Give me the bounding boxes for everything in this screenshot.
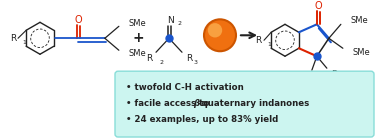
Text: R: R <box>146 54 152 63</box>
Text: • twofold C-H activation: • twofold C-H activation <box>126 83 244 92</box>
Text: O: O <box>74 15 82 25</box>
Text: 2: 2 <box>315 78 319 83</box>
Text: 3: 3 <box>194 60 198 65</box>
FancyBboxPatch shape <box>115 71 374 137</box>
Circle shape <box>204 19 236 51</box>
Text: N: N <box>167 16 174 25</box>
Text: R: R <box>255 36 261 45</box>
Text: 2: 2 <box>160 60 164 65</box>
Text: R: R <box>10 34 16 43</box>
Text: 1: 1 <box>22 40 26 45</box>
Text: • facile access to: • facile access to <box>126 99 212 108</box>
Text: SMe: SMe <box>353 48 370 57</box>
Text: β: β <box>194 99 200 108</box>
Text: -quaternary indanones: -quaternary indanones <box>198 99 309 108</box>
Text: R: R <box>303 72 309 81</box>
Text: +: + <box>132 31 144 45</box>
Text: SMe: SMe <box>129 19 147 28</box>
Text: 1: 1 <box>267 42 271 47</box>
Text: Rh: Rh <box>212 30 228 40</box>
Text: R: R <box>186 54 192 63</box>
Text: R: R <box>331 70 337 79</box>
Circle shape <box>208 23 222 38</box>
Text: 2: 2 <box>177 21 181 26</box>
Text: SMe: SMe <box>351 16 369 25</box>
Text: O: O <box>314 1 322 11</box>
Text: SMe: SMe <box>129 49 147 58</box>
Text: 3: 3 <box>339 76 343 81</box>
Text: • 24 examples, up to 83% yield: • 24 examples, up to 83% yield <box>126 115 278 124</box>
